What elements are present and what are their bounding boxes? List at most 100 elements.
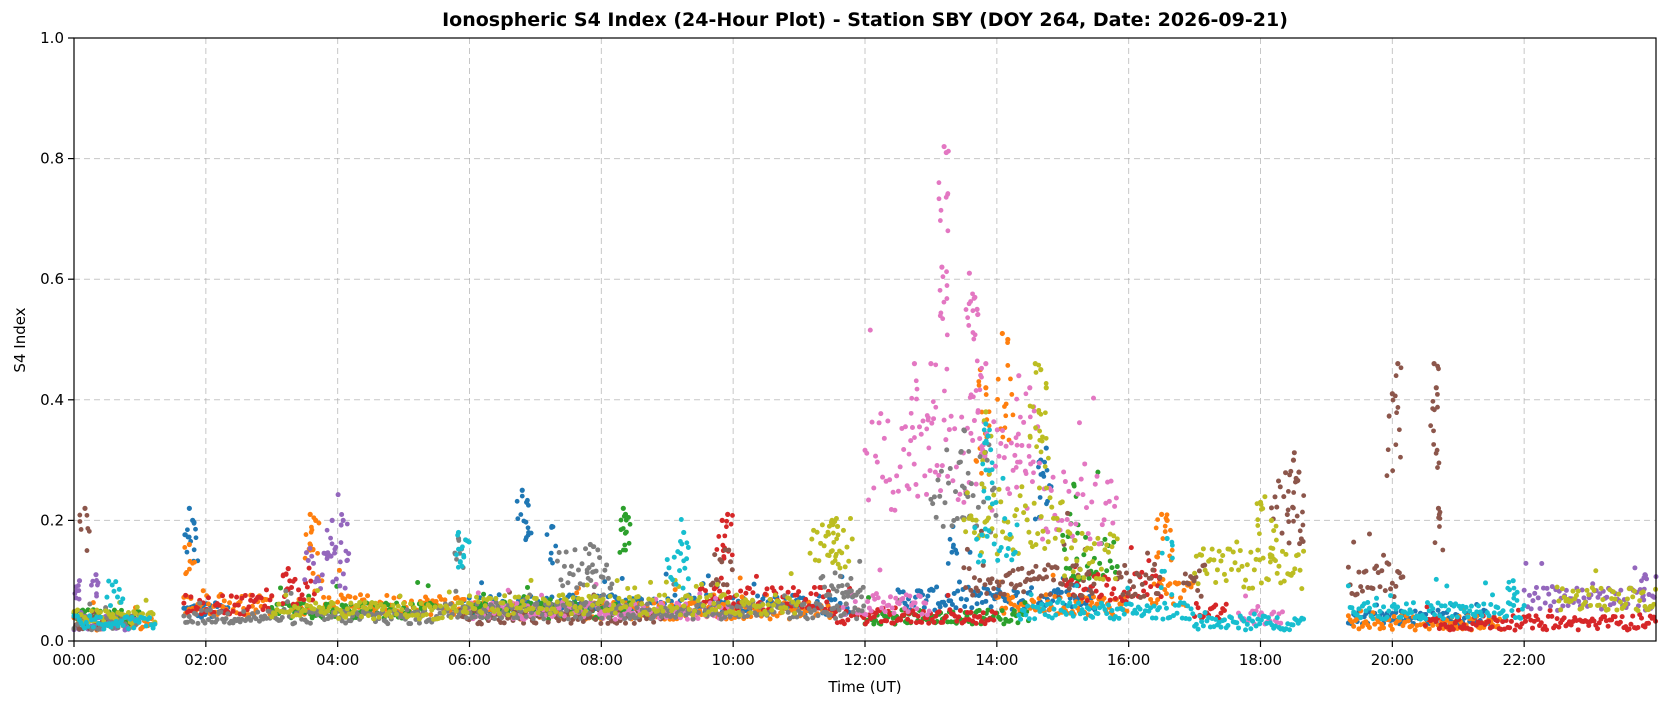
data-point bbox=[546, 600, 552, 606]
data-point bbox=[1042, 459, 1048, 465]
data-point bbox=[1278, 620, 1284, 626]
data-point bbox=[1005, 336, 1011, 343]
data-point bbox=[989, 576, 995, 582]
data-point bbox=[1019, 566, 1025, 572]
data-point bbox=[963, 529, 969, 535]
data-point bbox=[1112, 576, 1118, 582]
data-point bbox=[983, 361, 989, 367]
data-point bbox=[1209, 546, 1215, 552]
data-point bbox=[995, 396, 1000, 402]
data-point bbox=[554, 599, 560, 605]
data-point bbox=[1400, 574, 1406, 580]
data-point bbox=[1120, 607, 1126, 613]
data-point bbox=[183, 592, 189, 598]
data-point bbox=[1019, 442, 1025, 448]
data-point bbox=[1159, 550, 1165, 556]
data-point bbox=[1066, 586, 1072, 592]
data-point bbox=[944, 332, 950, 338]
data-point bbox=[1539, 561, 1545, 567]
data-point bbox=[746, 586, 752, 592]
y-tick-label: 0.2 bbox=[40, 511, 64, 529]
data-point bbox=[985, 515, 991, 521]
data-point bbox=[1091, 581, 1097, 587]
data-point bbox=[978, 618, 984, 624]
data-point bbox=[1000, 475, 1006, 481]
data-point bbox=[525, 584, 531, 590]
data-point bbox=[1044, 467, 1050, 473]
data-point bbox=[1112, 596, 1118, 602]
data-point bbox=[769, 607, 775, 613]
data-point bbox=[73, 584, 79, 590]
data-point bbox=[1145, 550, 1151, 556]
data-point bbox=[584, 582, 590, 588]
data-point bbox=[125, 610, 131, 616]
data-point bbox=[544, 606, 550, 612]
data-point bbox=[330, 579, 336, 585]
data-point bbox=[285, 599, 291, 605]
data-point bbox=[329, 517, 335, 524]
data-point bbox=[1600, 597, 1606, 603]
data-point bbox=[1635, 625, 1641, 631]
data-point bbox=[340, 517, 346, 524]
data-point bbox=[1381, 552, 1387, 558]
data-point bbox=[1279, 609, 1285, 615]
data-point bbox=[833, 615, 839, 621]
data-point bbox=[897, 464, 903, 470]
data-point bbox=[1106, 498, 1112, 504]
data-point bbox=[1398, 454, 1403, 460]
data-point bbox=[1033, 370, 1039, 375]
data-point bbox=[338, 540, 344, 545]
data-point bbox=[1358, 615, 1364, 621]
data-point bbox=[981, 499, 987, 505]
data-point bbox=[954, 618, 960, 624]
data-point bbox=[1234, 620, 1240, 626]
data-point bbox=[678, 551, 684, 556]
data-point bbox=[1196, 568, 1202, 574]
data-point bbox=[901, 612, 907, 618]
data-point bbox=[1033, 542, 1039, 548]
data-point bbox=[913, 378, 919, 384]
data-point bbox=[335, 599, 341, 605]
data-point bbox=[1109, 591, 1115, 597]
data-point bbox=[1554, 584, 1560, 590]
data-point bbox=[941, 143, 947, 150]
data-point bbox=[672, 592, 678, 598]
data-point bbox=[186, 505, 192, 511]
data-point bbox=[1218, 624, 1224, 630]
data-point bbox=[1507, 625, 1513, 631]
data-point bbox=[521, 602, 527, 608]
data-point bbox=[1095, 572, 1101, 578]
data-point bbox=[937, 218, 943, 223]
data-point bbox=[1026, 529, 1032, 535]
data-point bbox=[584, 567, 590, 573]
data-point bbox=[940, 619, 946, 625]
data-point bbox=[553, 609, 559, 615]
data-point bbox=[1151, 603, 1157, 609]
data-point bbox=[1395, 405, 1401, 410]
data-point bbox=[442, 597, 448, 603]
data-point bbox=[1523, 560, 1529, 566]
data-point bbox=[691, 608, 697, 614]
data-point bbox=[943, 614, 949, 620]
data-point bbox=[308, 529, 314, 535]
data-point bbox=[1036, 464, 1041, 470]
data-point bbox=[568, 563, 574, 569]
data-point bbox=[301, 597, 307, 603]
data-point bbox=[790, 585, 796, 591]
data-point bbox=[424, 597, 430, 603]
data-point bbox=[591, 569, 596, 575]
data-point bbox=[1202, 610, 1208, 616]
data-point bbox=[811, 584, 817, 590]
data-point bbox=[655, 608, 661, 614]
data-point bbox=[978, 528, 984, 534]
data-point bbox=[975, 588, 981, 594]
data-point bbox=[1068, 521, 1074, 527]
data-point bbox=[1176, 580, 1182, 586]
data-point bbox=[1544, 585, 1550, 591]
data-point bbox=[1384, 473, 1390, 479]
data-point bbox=[1158, 585, 1164, 591]
data-point bbox=[771, 602, 777, 608]
data-point bbox=[1148, 584, 1154, 590]
data-point bbox=[1389, 626, 1395, 632]
data-point bbox=[626, 594, 632, 600]
